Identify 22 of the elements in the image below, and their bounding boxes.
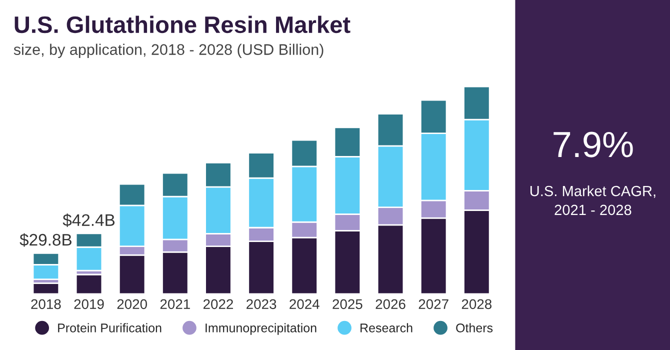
legend-label: Protein Purification bbox=[58, 323, 162, 332]
x-tick-label: 2020 bbox=[117, 299, 147, 310]
chart-subtitle: size, by application, 2018 - 2028 (USD Billion) bbox=[14, 44, 324, 58]
x-tick-label: 2025 bbox=[332, 299, 362, 310]
x-tick-label: 2026 bbox=[376, 299, 406, 310]
x-tick-label: 2028 bbox=[462, 299, 492, 310]
text: 7.9% bbox=[554, 132, 633, 158]
text: U.S. Market CAGR, 2021 - 2028 bbox=[530, 186, 656, 216]
annotation: $42.4B bbox=[62, 213, 115, 227]
x-tick-label: 2019 bbox=[74, 299, 104, 310]
legend-label: Others bbox=[456, 323, 493, 332]
x-tick-label: 2022 bbox=[203, 299, 233, 310]
legend-label: Research bbox=[360, 323, 412, 332]
x-tick-label: 2024 bbox=[290, 299, 320, 310]
x-tick-label: 2018 bbox=[31, 299, 61, 310]
annotation: $29.8B bbox=[20, 233, 72, 247]
x-tick-label: 2021 bbox=[160, 299, 190, 310]
x-tick-label: 2023 bbox=[246, 299, 276, 310]
chart-title: U.S. Glutathione Resin Market bbox=[14, 16, 350, 34]
x-tick-label: 2027 bbox=[418, 299, 448, 310]
bar bbox=[75, 274, 103, 294]
legend-label: Immunoprecipitation bbox=[206, 323, 316, 335]
